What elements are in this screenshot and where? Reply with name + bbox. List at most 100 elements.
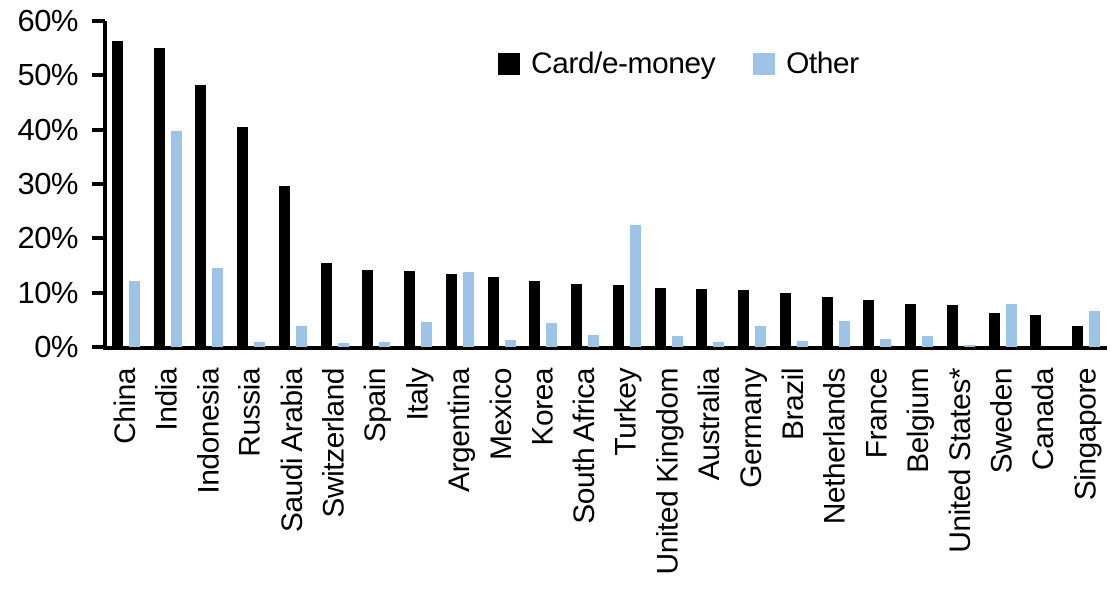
bar-card-e-money-germany — [738, 290, 750, 347]
legend-swatch-card-e-money — [498, 53, 520, 75]
bar-group-united-states — [940, 21, 982, 347]
x-axis-label-united-states: United States* — [943, 368, 977, 553]
plot-area — [105, 21, 1107, 347]
x-label-cell: South Africa — [564, 364, 606, 594]
bar-other-russia — [254, 342, 266, 347]
y-axis-tick — [92, 73, 105, 78]
x-axis-label-germany: Germany — [735, 368, 769, 488]
bar-group-france — [857, 21, 899, 347]
x-axis-label-canada: Canada — [1027, 368, 1061, 471]
bar-other-netherlands — [838, 321, 850, 347]
bar-card-e-money-united-kingdom — [654, 288, 666, 347]
bar-group-canada — [1024, 21, 1066, 347]
x-axis-label-belgium: Belgium — [902, 368, 936, 473]
x-label-cell: Korea — [523, 364, 565, 594]
y-axis-tick-label: 10% — [17, 274, 78, 310]
y-axis-tick — [92, 19, 105, 23]
bar-card-e-money-australia — [696, 289, 708, 347]
bar-card-e-money-netherlands — [821, 297, 833, 347]
x-label-cell: India — [147, 364, 189, 594]
bar-card-e-money-korea — [529, 281, 541, 347]
bar-group-korea — [523, 21, 565, 347]
x-axis-label-indonesia: Indonesia — [192, 368, 226, 494]
bar-group-germany — [731, 21, 773, 347]
bar-group-united-kingdom — [648, 21, 690, 347]
bar-other-brazil — [796, 341, 808, 347]
bar-group-spain — [356, 21, 398, 347]
bar-group-mexico — [481, 21, 523, 347]
bar-other-france — [880, 339, 892, 347]
x-label-cell: Germany — [731, 364, 773, 594]
bar-card-e-money-india — [153, 48, 165, 347]
bar-other-italy — [421, 322, 433, 347]
bar-other-korea — [546, 323, 558, 347]
bar-card-e-money-saudi-arabia — [278, 186, 290, 347]
x-axis-label-sweden: Sweden — [985, 368, 1019, 474]
x-label-cell: Brazil — [773, 364, 815, 594]
y-axis-tick-label: 60% — [17, 3, 78, 38]
bar-other-china — [128, 281, 140, 347]
bar-other-south-africa — [588, 335, 600, 347]
y-axis-line — [103, 21, 107, 350]
x-axis-label-united-kingdom: United Kingdom — [651, 368, 685, 575]
bar-card-e-money-singapore — [1072, 326, 1084, 347]
x-axis-label-netherlands: Netherlands — [818, 368, 852, 525]
y-axis-tick-label: 20% — [17, 220, 78, 256]
y-axis-tick — [92, 127, 105, 132]
bar-card-e-money-italy — [404, 271, 416, 347]
legend-swatch-other — [753, 53, 776, 75]
y-axis-tick-label: 0% — [34, 329, 78, 364]
bar-other-australia — [713, 342, 725, 347]
bar-group-netherlands — [815, 21, 857, 347]
x-label-cell: Spain — [356, 364, 398, 594]
bar-group-saudi-arabia — [272, 21, 314, 347]
bar-other-germany — [755, 326, 767, 347]
x-axis-label-brazil: Brazil — [776, 368, 810, 441]
x-axis-label-singapore: Singapore — [1069, 368, 1103, 501]
bar-group-russia — [230, 21, 272, 347]
bar-other-united-kingdom — [671, 336, 683, 347]
legend-label-other: Other — [786, 47, 859, 80]
bar-other-spain — [379, 342, 391, 347]
x-label-cell: Mexico — [481, 364, 523, 594]
bar-other-sweden — [1005, 304, 1017, 347]
bar-group-australia — [690, 21, 732, 347]
x-axis-label-france: France — [860, 368, 894, 459]
chart-legend: Card/e-money Other — [498, 49, 859, 79]
x-axis-label-south-africa: South Africa — [568, 368, 602, 524]
y-axis-tick — [92, 345, 105, 349]
bar-card-e-money-brazil — [779, 293, 791, 347]
x-label-cell: Italy — [397, 364, 439, 594]
bar-card-e-money-united-states — [946, 305, 958, 347]
x-label-cell: Turkey — [606, 364, 648, 594]
bar-card-e-money-belgium — [905, 304, 917, 347]
bar-other-switzerland — [337, 343, 349, 347]
bar-card-e-money-france — [863, 300, 875, 347]
bar-card-e-money-argentina — [445, 274, 457, 347]
bar-other-singapore — [1089, 311, 1101, 347]
x-axis-label-mexico: Mexico — [484, 368, 518, 461]
bar-group-sweden — [982, 21, 1024, 347]
bar-group-argentina — [439, 21, 481, 347]
bar-other-argentina — [462, 272, 474, 347]
bar-group-india — [147, 21, 189, 347]
bar-card-e-money-canada — [1030, 315, 1042, 347]
bar-other-united-states — [963, 345, 975, 347]
legend-item-card-e-money: Card/e-money — [498, 49, 716, 79]
bar-card-e-money-switzerland — [320, 263, 332, 347]
bar-card-e-money-mexico — [487, 277, 499, 347]
x-label-cell: Canada — [1024, 364, 1066, 594]
bar-group-belgium — [898, 21, 940, 347]
x-axis-label-argentina: Argentina — [442, 368, 476, 492]
x-axis-label-turkey: Turkey — [609, 368, 643, 456]
y-axis-tick-label: 40% — [17, 111, 78, 147]
x-axis-label-switzerland: Switzerland — [317, 368, 351, 518]
x-label-cell: Sweden — [982, 364, 1024, 594]
x-axis-label-russia: Russia — [234, 368, 268, 457]
bar-other-saudi-arabia — [295, 326, 307, 347]
x-axis-label-korea: Korea — [526, 368, 560, 446]
x-label-cell: Indonesia — [189, 364, 231, 594]
bar-card-e-money-spain — [362, 270, 374, 347]
bar-group-italy — [397, 21, 439, 347]
bar-group-south-africa — [564, 21, 606, 347]
